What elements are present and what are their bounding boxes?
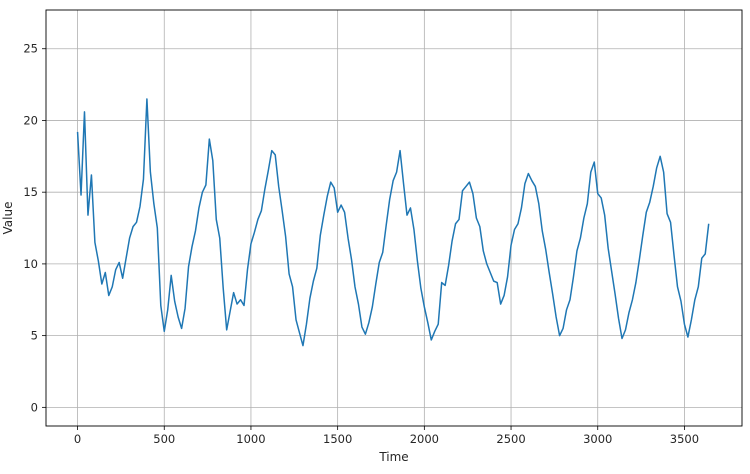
y-tick-label: 25 <box>23 42 38 56</box>
plot-area <box>76 98 710 347</box>
x-tick-label: 2000 <box>410 432 439 446</box>
x-tick-label: 3000 <box>583 432 612 446</box>
x-tick-label: 0 <box>74 432 81 446</box>
x-tick-label: 500 <box>153 432 175 446</box>
y-tick-label: 10 <box>23 257 38 271</box>
y-tick-label: 0 <box>31 400 38 414</box>
y-tick-label: 15 <box>23 185 38 199</box>
y-axis-title: Value <box>1 202 15 235</box>
plot-frame <box>45 9 743 427</box>
x-axis-title: Time <box>378 450 408 464</box>
series-line <box>76 98 710 347</box>
grid <box>46 10 742 426</box>
y-tick-label: 5 <box>31 329 38 343</box>
x-tick-label: 3500 <box>670 432 699 446</box>
y-axis-ticks: 0 5 10 15 20 25 <box>23 42 46 414</box>
x-tick-label: 1000 <box>236 432 265 446</box>
x-tick-label: 2500 <box>496 432 525 446</box>
x-tick-label: 1500 <box>323 432 352 446</box>
y-tick-label: 20 <box>23 113 38 127</box>
x-axis-ticks: 0 500 1000 1500 2000 2500 3000 3500 <box>74 426 699 446</box>
